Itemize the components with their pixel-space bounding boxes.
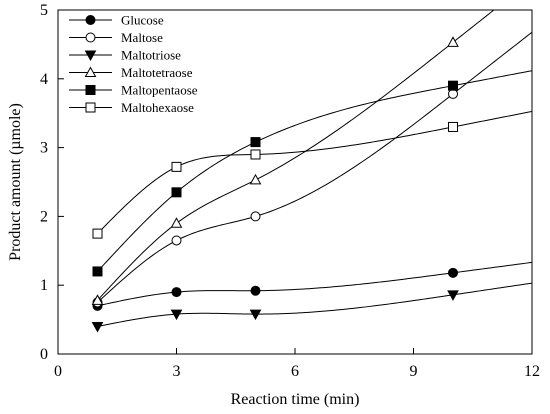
- x-axis-ticks: 0 3 6 9 12: [54, 348, 540, 380]
- legend-marker: [85, 15, 96, 25]
- data-point-maltose: [448, 88, 458, 99]
- data-point-maltotetraose: [170, 217, 183, 228]
- legend-marker: [85, 85, 96, 95]
- legend-marker: [84, 66, 97, 77]
- legend-label: Maltopentaose: [121, 83, 198, 98]
- data-point-maltotriose: [91, 321, 104, 333]
- data-point-glucose: [250, 285, 261, 296]
- series-line-maltose: [97, 31, 532, 303]
- y-axis-ticks: 0 1 2 3 4 5: [40, 2, 64, 363]
- series-line-maltopentaose: [97, 70, 532, 272]
- data-point-maltotetraose: [249, 173, 262, 185]
- y-tick-label: 0: [40, 346, 48, 363]
- legend-label: Maltotriose: [121, 48, 181, 63]
- legend-item-maltohexaose: Maltohexaose: [69, 100, 194, 115]
- legend-label: Maltose: [121, 30, 163, 45]
- series-lines: [97, 10, 532, 327]
- legend-item-maltotetraose: Maltotetraose: [69, 65, 193, 80]
- data-point-maltose: [171, 235, 182, 246]
- data-point-maltose: [250, 211, 261, 222]
- series-line-maltotriose: [97, 282, 532, 327]
- legend-label: Maltohexaose: [121, 100, 194, 115]
- data-point-glucose: [448, 267, 458, 278]
- series-markers: [91, 36, 459, 333]
- data-point-maltohexaose: [448, 121, 458, 132]
- legend-item-maltose: Maltose: [69, 30, 163, 45]
- y-tick-label: 2: [40, 208, 48, 225]
- data-point-maltotetraose: [447, 36, 459, 47]
- legend-label: Glucose: [121, 13, 164, 28]
- data-point-maltotriose: [447, 290, 459, 301]
- legend-item-maltopentaose: Maltopentaose: [69, 83, 198, 98]
- legend-marker: [85, 32, 96, 43]
- x-tick-label: 9: [410, 363, 418, 380]
- y-axis-label: Product amount (µmole): [7, 103, 24, 261]
- data-point-maltohexaose: [250, 149, 261, 160]
- legend-marker: [85, 102, 96, 113]
- series-line-maltohexaose: [97, 110, 532, 234]
- series-line-maltotetraose: [97, 10, 495, 301]
- data-point-maltopentaose: [92, 266, 103, 277]
- legend-marker: [84, 50, 97, 62]
- data-point-maltohexaose: [92, 228, 103, 239]
- legend-item-maltotriose: Maltotriose: [69, 48, 181, 63]
- y-tick-label: 3: [40, 140, 48, 157]
- data-point-maltopentaose: [171, 187, 182, 198]
- x-tick-label: 3: [173, 363, 181, 380]
- x-tick-label: 12: [524, 363, 540, 380]
- y-tick-label: 5: [40, 2, 48, 19]
- y-tick-label: 4: [40, 71, 48, 88]
- data-point-maltopentaose: [250, 137, 261, 148]
- x-axis-label: Reaction time (min): [231, 391, 360, 408]
- legend: Glucose Maltose Maltotriose Maltotetraose Ma…: [69, 13, 198, 115]
- data-point-maltohexaose: [171, 161, 182, 172]
- x-tick-label: 0: [54, 363, 62, 380]
- legend-item-glucose: Glucose: [69, 13, 164, 28]
- y-tick-label: 1: [40, 277, 48, 294]
- series-line-glucose: [97, 261, 532, 307]
- x-tick-label: 6: [291, 363, 299, 380]
- data-point-maltotriose: [249, 309, 262, 321]
- data-point-maltotriose: [170, 309, 183, 321]
- data-point-maltotetraose: [91, 294, 104, 305]
- data-point-maltopentaose: [448, 80, 458, 91]
- data-point-glucose: [171, 287, 182, 298]
- legend-label: Maltotetraose: [121, 65, 193, 80]
